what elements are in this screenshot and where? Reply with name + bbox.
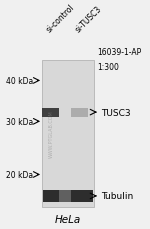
Text: 1:300: 1:300 (97, 62, 119, 71)
FancyBboxPatch shape (71, 108, 88, 117)
FancyBboxPatch shape (42, 108, 59, 117)
Text: WWW.PTGLAB.COM: WWW.PTGLAB.COM (49, 110, 54, 158)
Text: TUSC3: TUSC3 (101, 108, 131, 117)
FancyBboxPatch shape (43, 190, 93, 202)
Text: Tubulin: Tubulin (101, 192, 133, 201)
Text: 40 kDa: 40 kDa (6, 76, 33, 86)
Text: 30 kDa: 30 kDa (6, 117, 33, 126)
FancyBboxPatch shape (59, 190, 71, 202)
Text: HeLa: HeLa (55, 215, 81, 224)
Text: 20 kDa: 20 kDa (6, 170, 33, 179)
Text: si-TUSC3: si-TUSC3 (73, 5, 103, 34)
Text: 16039-1-AP: 16039-1-AP (97, 48, 141, 57)
Text: si-control: si-control (44, 3, 76, 34)
FancyBboxPatch shape (42, 61, 94, 207)
